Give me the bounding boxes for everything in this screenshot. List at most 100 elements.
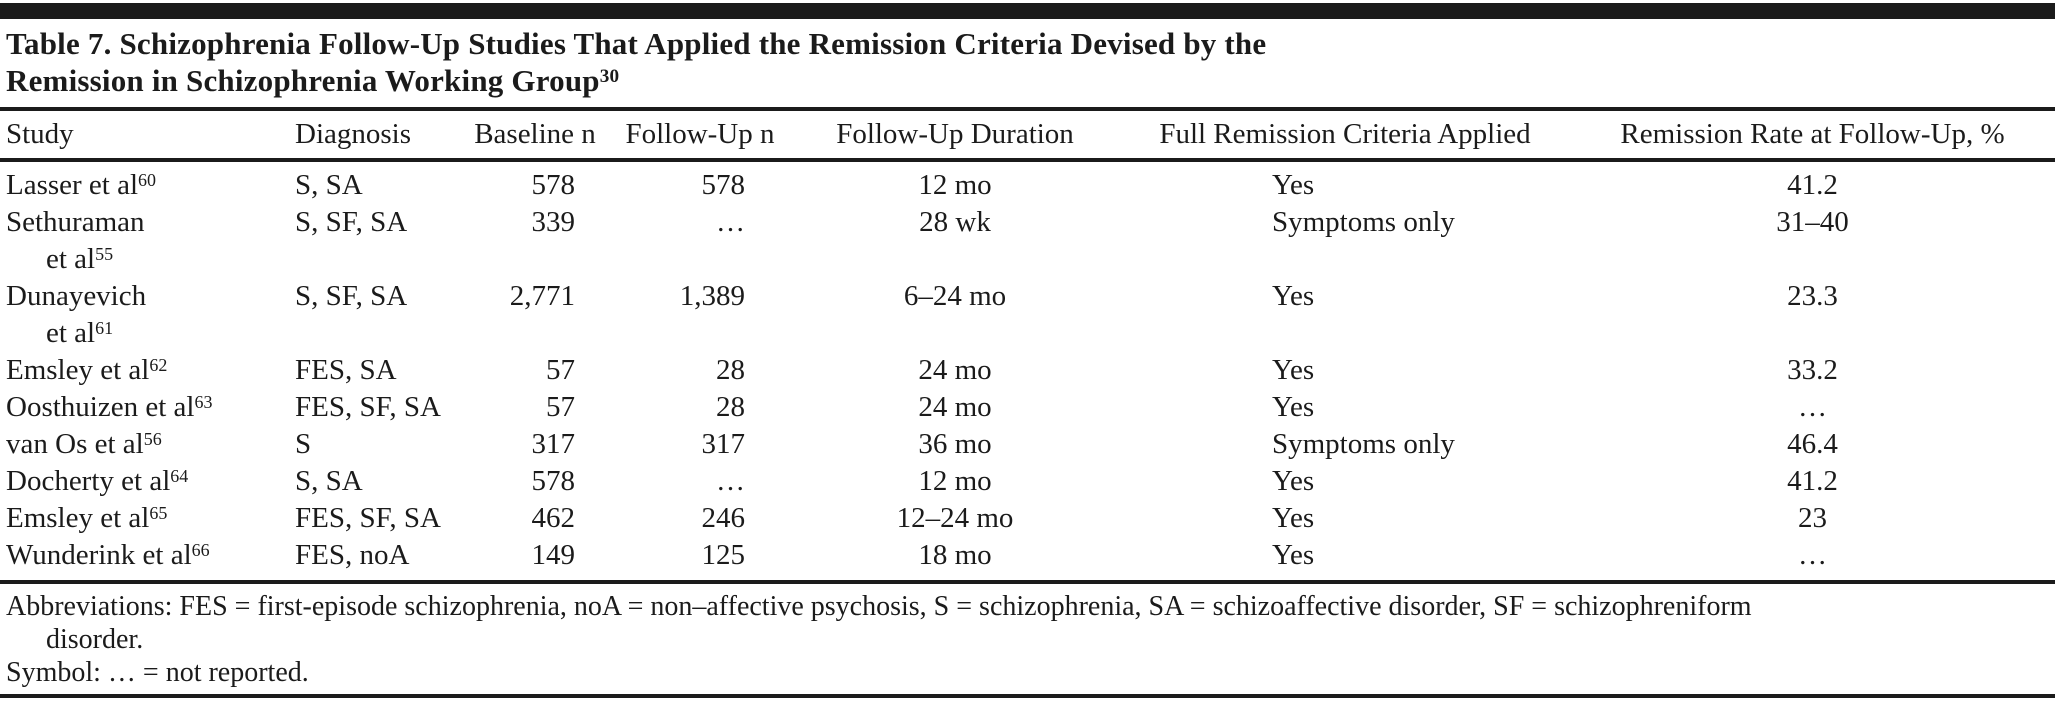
cell-followup-duration: 12 mo [918, 465, 992, 497]
cell-study: Emsley et al62 [0, 352, 290, 389]
cell-baseline-n: 578 [531, 169, 576, 201]
study-name: Docherty et al [6, 465, 171, 497]
column-header-criteria-applied: Full Remission Criteria Applied [1120, 111, 1570, 162]
cell-baseline-n: 57 [546, 391, 575, 423]
footnote-abbreviations-continued: disorder. [46, 624, 144, 655]
table-row: van Os et al56 S 317 317 36 mo Symptoms only 4… [0, 426, 2055, 463]
cell-followup-duration: 12–24 mo [896, 502, 1014, 534]
footnote-symbol: Symbol: … = not reported. [6, 657, 309, 688]
cell-followup-duration: 6–24 mo [903, 280, 1007, 312]
column-header-baseline-n: Baseline n [460, 111, 610, 162]
study-name: Emsley et al [6, 354, 150, 386]
column-header-study: Study [0, 111, 290, 162]
cell-study: Docherty et al64 [0, 463, 290, 500]
table-row: Docherty et al64 S, SA 578… 12 mo Yes 41.2 [0, 463, 2055, 500]
study-name: et al [46, 243, 96, 275]
cell-followup-duration: 12 mo [918, 169, 992, 201]
reference-superscript: 55 [95, 243, 114, 264]
title-text-1: Table 7. Schizophrenia Follow-Up Studies… [6, 26, 1267, 61]
cell-baseline-n: 339 [531, 206, 576, 238]
title-text-2: Remission in Schizophrenia Working Group [6, 63, 600, 98]
cell-criteria-applied: Yes [1272, 280, 1315, 312]
table-row: Wunderink et al66 FES, noA 149 125 18 mo Yes … [0, 537, 2055, 580]
study-name-continued: et al61 [6, 315, 290, 352]
cell-baseline-n: 578 [531, 465, 576, 497]
cell-baseline-n: 2,771 [509, 280, 575, 312]
cell-baseline-n: 149 [531, 539, 576, 571]
cell-criteria-applied: Yes [1272, 502, 1315, 534]
table-title: Table 7. Schizophrenia Follow-Up Studies… [0, 19, 2055, 111]
cell-study: Lasser et al60 [0, 160, 290, 204]
cell-remission-rate: 46.4 [1787, 428, 1838, 460]
cell-baseline-n: 317 [531, 428, 576, 460]
header-row: Study Diagnosis Baseline n Follow-Up n F… [0, 111, 2055, 162]
cell-followup-n: 578 [701, 169, 746, 201]
cell-diagnosis: FES, SA [295, 354, 397, 386]
cell-remission-rate: 23 [1798, 502, 1827, 534]
top-rule-bar [0, 3, 2055, 19]
cell-followup-n: 28 [716, 354, 745, 386]
column-header-followup-n: Follow-Up n [610, 111, 790, 162]
cell-diagnosis: FES, SF, SA [295, 391, 441, 423]
page-title-line-2: Remission in Schizophrenia Working Group… [6, 62, 2045, 99]
cell-criteria-applied: Yes [1272, 391, 1315, 423]
table-row: Lasser et al60 S, SA 578 578 12 mo Yes 41.2 [0, 160, 2055, 204]
cell-criteria-applied: Yes [1272, 169, 1315, 201]
cell-followup-duration: 28 wk [919, 206, 991, 238]
cell-study: Emsley et al65 [0, 500, 290, 537]
cell-criteria-applied: Yes [1272, 539, 1315, 571]
reference-superscript: 65 [149, 502, 168, 523]
cell-followup-n: 317 [701, 428, 746, 460]
page-title-line-1: Table 7. Schizophrenia Follow-Up Studies… [6, 25, 2045, 62]
cell-criteria-applied: Symptoms only [1272, 428, 1455, 460]
cell-followup-n: 1,389 [679, 280, 745, 312]
cell-remission-rate: … [1798, 539, 1827, 571]
cell-followup-duration: 36 mo [918, 428, 992, 460]
reference-superscript: 64 [170, 465, 189, 486]
study-name: et al [46, 317, 96, 349]
cell-remission-rate: 33.2 [1787, 354, 1838, 386]
column-header-followup-duration: Follow-Up Duration [790, 111, 1120, 162]
cell-diagnosis: S [295, 428, 312, 460]
reference-superscript: 66 [191, 539, 210, 560]
study-name: Oosthuizen et al [6, 391, 195, 423]
cell-followup-duration: 24 mo [918, 354, 992, 386]
reference-superscript: 61 [95, 317, 114, 338]
studies-table: Study Diagnosis Baseline n Follow-Up n F… [0, 111, 2055, 580]
cell-diagnosis: FES, noA [295, 539, 410, 571]
study-name: Emsley et al [6, 502, 150, 534]
cell-followup-n: … [716, 206, 745, 238]
cell-study: Dunayevich et al61 [0, 278, 290, 352]
study-name: Dunayevich [6, 280, 147, 312]
table-row: Dunayevich et al61 S, SF, SA 2,771 1,389 6–24… [0, 278, 2055, 352]
column-header-remission-rate: Remission Rate at Follow-Up, % [1570, 111, 2055, 162]
cell-remission-rate: 41.2 [1787, 169, 1838, 201]
cell-baseline-n: 462 [531, 502, 576, 534]
table-body: Lasser et al60 S, SA 578 578 12 mo Yes 41.2 Set… [0, 160, 2055, 580]
cell-followup-n: 125 [701, 539, 746, 571]
reference-superscript: 62 [149, 354, 168, 375]
cell-remission-rate: … [1798, 391, 1827, 423]
study-name: Lasser et al [6, 169, 139, 201]
table-row: Oosthuizen et al63 FES, SF, SA 57 28 24 mo Ye… [0, 389, 2055, 426]
reference-superscript: 56 [143, 428, 162, 449]
study-name: Sethuraman [6, 206, 145, 238]
reference-superscript: 60 [138, 169, 157, 190]
cell-followup-duration: 18 mo [918, 539, 992, 571]
table-row: Emsley et al62 FES, SA 57 28 24 mo Yes 33.2 [0, 352, 2055, 389]
cell-followup-n: 246 [701, 502, 746, 534]
cell-diagnosis: FES, SF, SA [295, 502, 441, 534]
cell-criteria-applied: Yes [1272, 465, 1315, 497]
cell-criteria-applied: Symptoms only [1272, 206, 1455, 238]
cell-remission-rate: 31–40 [1776, 206, 1849, 238]
cell-diagnosis: S, SF, SA [295, 206, 408, 238]
cell-criteria-applied: Yes [1272, 354, 1315, 386]
study-name: Wunderink et al [6, 539, 192, 571]
cell-baseline-n: 57 [546, 354, 575, 386]
reference-superscript: 63 [194, 391, 213, 412]
table-row: Emsley et al65 FES, SF, SA 462 246 12–24 mo Y… [0, 500, 2055, 537]
footnote-abbreviations: Abbreviations: FES = first-episode schiz… [6, 591, 1752, 622]
cell-study: Sethuraman et al55 [0, 204, 290, 278]
table-header: Study Diagnosis Baseline n Follow-Up n F… [0, 111, 2055, 162]
